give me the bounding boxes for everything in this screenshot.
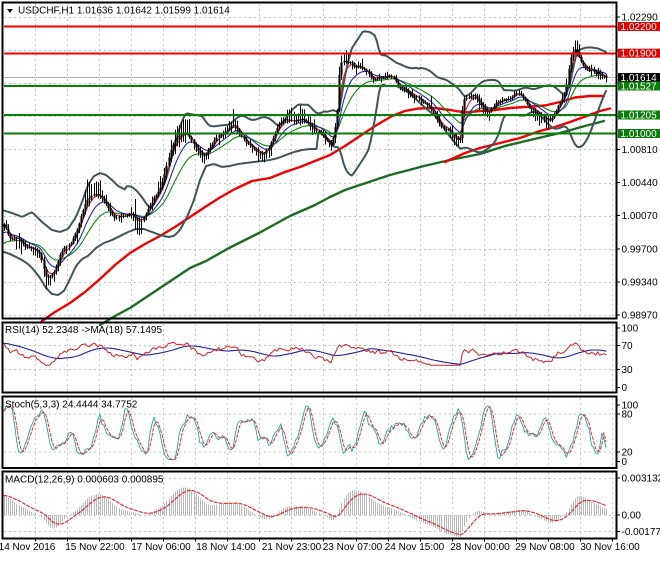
svg-text:23 Nov 07:00: 23 Nov 07:00 <box>323 542 383 553</box>
svg-text:17 Nov 06:00: 17 Nov 06:00 <box>131 542 191 553</box>
svg-text:1.01000: 1.01000 <box>621 129 658 140</box>
svg-text:1.00070: 1.00070 <box>622 211 659 222</box>
svg-text:-0.001777: -0.001777 <box>622 527 660 538</box>
svg-text:0.00: 0.00 <box>622 511 642 522</box>
svg-text:0.99700: 0.99700 <box>622 244 659 255</box>
svg-text:30 Nov 16:00: 30 Nov 16:00 <box>580 542 640 553</box>
svg-text:USDCHF,H1 1.01636 1.01642 1.0: USDCHF,H1 1.01636 1.01642 1.01599 1.0161… <box>18 6 230 17</box>
svg-text:0.98970: 0.98970 <box>622 310 659 321</box>
svg-text:0.003132: 0.003132 <box>622 474 660 485</box>
svg-text:1.00440: 1.00440 <box>622 178 659 189</box>
svg-text:RSI(14) 52.2348 ->MA(18) 57.1: RSI(14) 52.2348 ->MA(18) 57.1495 <box>5 325 162 336</box>
svg-text:0.99340: 0.99340 <box>622 277 659 288</box>
svg-text:1.01900: 1.01900 <box>621 49 658 60</box>
svg-text:0: 0 <box>622 457 628 468</box>
svg-text:15 Nov 22:00: 15 Nov 22:00 <box>65 542 125 553</box>
svg-text:70: 70 <box>622 341 634 352</box>
svg-text:28 Nov 00:00: 28 Nov 00:00 <box>450 542 510 553</box>
svg-text:MACD(12,26,9) 0.000603 0.00089: MACD(12,26,9) 0.000603 0.000895 <box>5 475 164 486</box>
svg-text:1.02200: 1.02200 <box>621 22 658 33</box>
svg-text:Stoch(5,3,3) 24.4444 34.7752: Stoch(5,3,3) 24.4444 34.7752 <box>5 400 138 411</box>
svg-text:80: 80 <box>622 410 634 421</box>
svg-text:30: 30 <box>622 365 634 376</box>
svg-text:18 Nov 14:00: 18 Nov 14:00 <box>196 542 256 553</box>
svg-text:1.00810: 1.00810 <box>622 145 659 156</box>
svg-text:14 Nov 2016: 14 Nov 2016 <box>0 542 56 553</box>
svg-text:1.01205: 1.01205 <box>621 110 658 121</box>
svg-text:24 Nov 15:00: 24 Nov 15:00 <box>385 542 445 553</box>
svg-text:21 Nov 23:00: 21 Nov 23:00 <box>262 542 322 553</box>
svg-text:100: 100 <box>622 324 639 335</box>
svg-text:29 Nov 08:00: 29 Nov 08:00 <box>515 542 575 553</box>
svg-text:1.01527: 1.01527 <box>621 81 658 92</box>
svg-text:0: 0 <box>622 383 628 394</box>
